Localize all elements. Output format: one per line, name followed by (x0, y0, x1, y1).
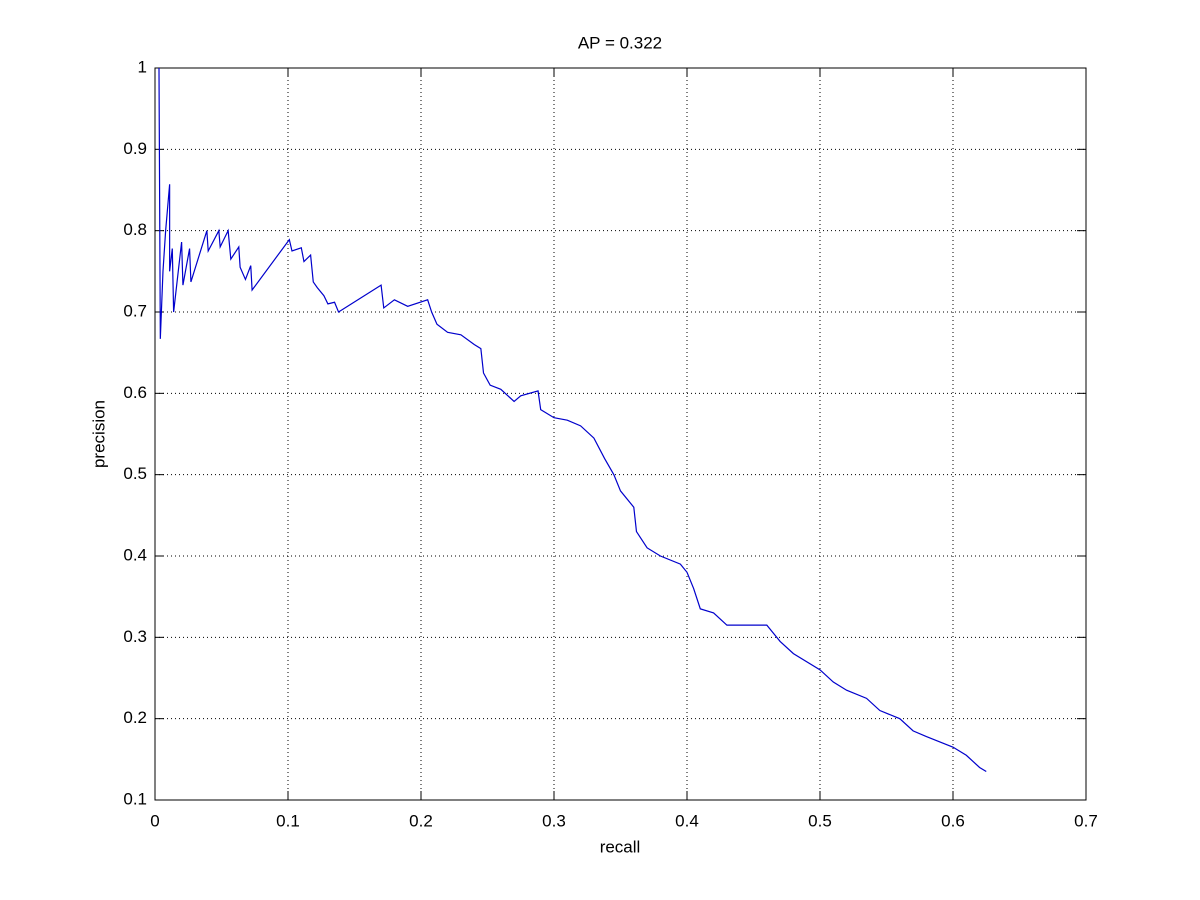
plot-frame (154, 67, 1087, 801)
pr-curve (158, 67, 987, 773)
y-tick-label: 0.2 (123, 708, 147, 727)
x-tick-label: 0.6 (941, 811, 965, 830)
y-tick-label: 0.4 (123, 545, 147, 564)
y-tick-label: 1 (138, 57, 147, 76)
y-tick-label: 0.6 (123, 383, 147, 402)
y-tick-label: 0.7 (123, 301, 147, 320)
x-tick-label: 0 (150, 811, 159, 830)
y-axis-label: precision (89, 400, 108, 468)
y-tick-label: 0.5 (123, 464, 147, 483)
x-axis-label: recall (600, 837, 641, 856)
y-tick-label: 0.3 (123, 627, 147, 646)
y-tick-label: 0.1 (123, 789, 147, 808)
y-tick-label: 0.9 (123, 139, 147, 158)
x-tick-label: 0.3 (542, 811, 566, 830)
y-tick-label: 0.8 (123, 220, 147, 239)
x-tick-label: 0.5 (808, 811, 832, 830)
chart-title: AP = 0.322 (578, 33, 662, 52)
x-tick-label: 0.4 (675, 811, 699, 830)
x-tick-label: 0.2 (409, 811, 433, 830)
x-tick-label: 0.7 (1074, 811, 1098, 830)
x-tick-label: 0.1 (276, 811, 300, 830)
